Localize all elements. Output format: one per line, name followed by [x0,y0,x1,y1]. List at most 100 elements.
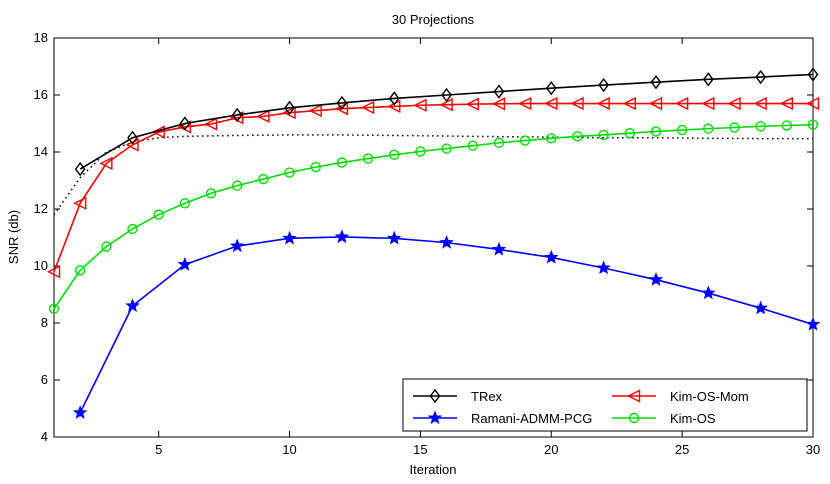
point-circle [258,173,269,185]
point-triangle [151,125,165,139]
x-tick-label: 10 [282,442,296,457]
point-triangle [203,117,218,131]
point-circle [48,303,60,314]
point-circle [284,167,295,178]
series-dotted-reference [53,134,813,216]
point-circle [781,120,793,131]
legend-box [402,378,808,432]
point-circle [755,121,766,132]
point-circle [467,140,478,151]
point-triangle [648,96,663,111]
point-circle [676,124,688,136]
x-tick-label: 20 [544,442,558,457]
point-triangle [99,156,113,171]
point-diamond [127,130,138,145]
point-triangle [622,96,636,111]
legend-entry: TRex [413,388,503,404]
point-triangle [544,96,558,111]
point-star [177,256,193,271]
point-star [427,410,443,425]
point-triangle [701,96,715,111]
point-diamond [702,72,714,87]
point-star [387,230,402,245]
point-diamond [650,75,662,90]
point-diamond [388,91,400,106]
point-triangle [570,96,584,111]
plot-frame [53,37,814,438]
point-circle [628,412,640,424]
legend-entry: Kim-OS-Mom [612,389,749,404]
point-star [805,316,821,331]
point-star [544,249,559,264]
legend-label: Kim-OS [670,411,716,426]
point-circle [807,119,819,130]
series-kim-os-mom [46,96,820,279]
x-axis: 5 10 15 20 25 30 [155,38,820,457]
point-triangle [753,96,767,111]
point-star [491,241,507,256]
point-diamond [807,67,819,82]
point-star [648,272,664,286]
y-tick-label: 14 [34,144,48,159]
point-diamond [755,69,767,85]
point-triangle [361,100,375,115]
x-tick-label: 5 [155,442,162,457]
series-line [79,73,814,170]
x-tick-label: 25 [675,442,689,457]
x-tick-label: 30 [806,442,820,457]
point-diamond [441,87,452,103]
point-diamond [231,107,243,123]
series-line [53,123,814,310]
point-triangle [518,96,532,111]
point-circle [179,198,191,209]
point-circle [598,129,609,141]
series-layer [46,67,821,419]
point-circle [441,143,452,154]
point-triangle [675,96,689,111]
point-circle [74,265,86,276]
point-triangle [626,389,641,403]
point-triangle [46,265,61,279]
point-circle [101,241,112,252]
point-star [125,298,140,313]
point-diamond [429,388,441,404]
series-kim-os [48,119,819,314]
y-tick-label: 4 [41,429,48,444]
legend-label: Kim-OS-Mom [670,389,749,404]
point-circle [546,133,557,144]
point-diamond [284,100,295,115]
point-triangle [334,102,349,116]
point-diamond [545,80,557,96]
y-tick-label: 8 [41,315,48,330]
point-diamond [493,84,505,99]
series-ramani-admm-pcg [72,229,821,419]
point-triangle [256,109,270,124]
point-triangle [73,196,87,210]
point-triangle [308,104,322,118]
point-circle [624,127,635,139]
point-triangle [727,96,741,111]
legend-entry: Kim-OS [612,411,716,426]
legend: TRex Kim-OS-Mom Ramani-ADMM-PCG Kim-OS [402,378,808,432]
point-circle [389,149,400,161]
y-axis: 4 6 8 10 12 14 16 18 [34,30,813,444]
point-diamond [598,77,609,93]
point-star [282,230,297,245]
point-circle [729,122,740,133]
point-circle [232,180,243,191]
point-circle [205,188,217,199]
chart-title: 30 Projections [392,12,475,27]
point-circle [493,137,505,149]
point-star [701,285,716,300]
series-line [53,134,813,216]
point-triangle [779,96,794,111]
point-star [334,229,350,244]
point-circle [153,209,164,220]
point-triangle [413,98,427,112]
y-tick-label: 6 [41,372,48,387]
point-triangle [282,106,296,120]
point-triangle [596,96,610,111]
legend-label: Ramani-ADMM-PCG [471,411,592,426]
point-circle [415,146,426,157]
point-triangle [465,97,479,111]
